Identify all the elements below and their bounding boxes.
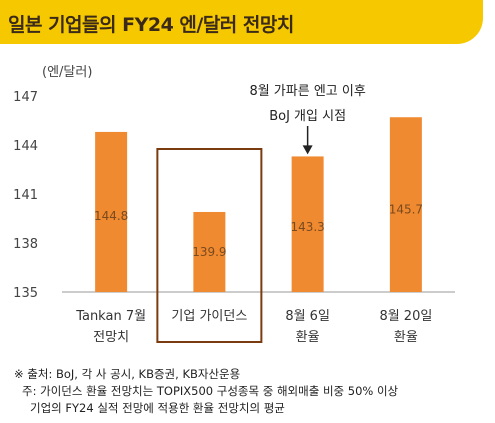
x-tick-label: Tankan 7월 <box>75 309 146 324</box>
annotation: 8월 가파른 엔고 이후 BoJ 개입 시점 <box>249 84 366 155</box>
y-tick-label: 138 <box>13 237 38 252</box>
title-band: 일본 기업들의 FY24 엔/달러 전망치 <box>0 0 483 44</box>
chart-title: 일본 기업들의 FY24 엔/달러 전망치 <box>8 14 294 36</box>
note-line-2: 기업의 FY24 실적 전망에 적용한 환율 전망치의 평균 <box>30 401 285 415</box>
y-tick-label: 144 <box>13 139 38 154</box>
y-axis-unit-label: (엔/달러) <box>42 65 92 80</box>
y-axis-ticks: 135 138 141 144 147 <box>13 90 38 301</box>
y-tick-label: 141 <box>13 188 38 203</box>
x-tick-label: 8월 6일 <box>285 309 330 324</box>
source-note: ※ 출처: BoJ, 각 사 공시, KB증권, KB자산운용 <box>14 367 241 381</box>
bars-group: 144.8 139.9 143.3 145.7 <box>94 117 423 292</box>
y-tick-label: 147 <box>13 90 38 105</box>
x-tick-label: 8월 20일 <box>379 309 432 324</box>
highlight-box <box>156 148 263 343</box>
bar <box>291 156 324 292</box>
note-line-1: 주: 가이던스 환율 전망치는 TOPIX500 구성종목 중 해외매출 비중 … <box>22 384 399 398</box>
x-tick-label: 전망치 <box>93 330 129 345</box>
x-tick-label: 기업 가이던스 <box>171 309 247 324</box>
bar <box>95 131 128 292</box>
data-label: 145.7 <box>389 202 423 216</box>
x-tick-label: 환율 <box>296 330 320 345</box>
annotation-text: 8월 가파른 엔고 이후 <box>249 84 365 99</box>
bar <box>389 117 422 292</box>
data-label: 144.8 <box>94 209 128 223</box>
data-label: 139.9 <box>192 245 226 259</box>
y-tick-label: 135 <box>13 286 38 301</box>
data-label: 143.3 <box>290 220 324 234</box>
x-tick-label: 환율 <box>394 330 418 345</box>
bar <box>193 211 226 292</box>
annotation-arrow-head <box>302 145 313 155</box>
annotation-text: BoJ 개입 시점 <box>269 109 346 124</box>
footnotes: ※ 출처: BoJ, 각 사 공시, KB증권, KB자산운용 주: 가이던스 … <box>14 366 398 417</box>
